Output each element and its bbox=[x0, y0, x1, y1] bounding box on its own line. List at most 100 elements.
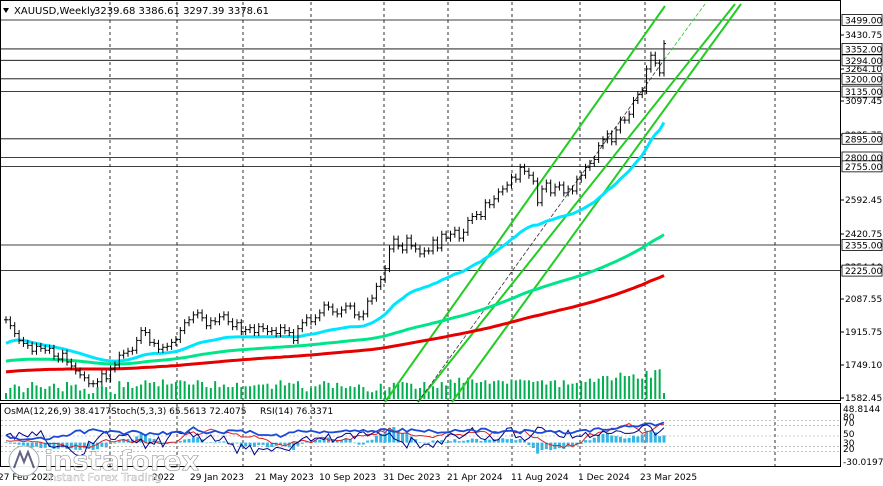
osma-bar-105 bbox=[462, 440, 466, 443]
level-label-box-7 bbox=[841, 160, 883, 173]
chart-menu-arrow-icon[interactable] bbox=[3, 8, 9, 13]
price-bar-142 bbox=[622, 116, 627, 124]
volume-bar-125 bbox=[549, 381, 552, 399]
osma-bar-41 bbox=[183, 439, 187, 443]
price-bar-31 bbox=[139, 327, 144, 344]
price-bar-98 bbox=[431, 236, 436, 255]
volume-bar-5 bbox=[26, 387, 29, 399]
price-bar-60 bbox=[265, 325, 270, 336]
price-bar-139 bbox=[609, 130, 614, 146]
volume-bar-102 bbox=[449, 379, 452, 399]
price-bar-23 bbox=[104, 370, 109, 383]
ema_cyan-line bbox=[5, 121, 666, 363]
volume-bar-143 bbox=[628, 376, 631, 399]
volume-bar-128 bbox=[562, 380, 565, 399]
osma-bar-33 bbox=[148, 438, 152, 443]
level-label-box-4 bbox=[841, 85, 883, 98]
osma-bar-16 bbox=[74, 442, 78, 450]
price-bar-13 bbox=[60, 349, 65, 363]
osma-bar-59 bbox=[261, 442, 265, 445]
level-label-box-5 bbox=[841, 132, 883, 145]
price-bar-131 bbox=[574, 175, 579, 195]
volume-bar-67 bbox=[296, 381, 299, 399]
price-bar-6 bbox=[30, 341, 35, 355]
level-label-4: 3135.00 bbox=[845, 88, 882, 98]
osma-bar-55 bbox=[244, 442, 248, 447]
price-bar-116 bbox=[509, 173, 514, 189]
volume-bar-0 bbox=[5, 393, 7, 399]
logo-tagline-text: Instant Forex Trading bbox=[46, 471, 162, 484]
price-bar-91 bbox=[400, 242, 405, 254]
price-bar-83 bbox=[365, 297, 370, 318]
volume-bar-107 bbox=[471, 379, 474, 399]
price-bar-0 bbox=[4, 316, 8, 324]
osma-bar-121 bbox=[531, 442, 535, 449]
volume-bar-29 bbox=[131, 387, 134, 399]
price-bar-15 bbox=[69, 358, 74, 370]
price-bar-107 bbox=[470, 212, 475, 224]
level-label-box-9 bbox=[841, 264, 883, 277]
volume-bar-82 bbox=[362, 387, 365, 399]
osma-bar-91 bbox=[401, 433, 405, 443]
volume-bar-60 bbox=[266, 383, 269, 399]
price-bar-45 bbox=[200, 309, 205, 322]
volume-bar-126 bbox=[554, 380, 557, 399]
volume-bar-137 bbox=[601, 376, 604, 399]
osma-bar-56 bbox=[248, 442, 252, 446]
osma-bar-84 bbox=[370, 439, 374, 443]
osma-bar-53 bbox=[235, 442, 239, 444]
osma-bar-32 bbox=[143, 433, 147, 443]
channel-projection-line bbox=[663, 3, 706, 61]
volume-bar-80 bbox=[353, 387, 356, 399]
volume-bar-10 bbox=[48, 386, 51, 399]
osc-axis-label-2: 70 bbox=[843, 419, 855, 429]
volume-bar-16 bbox=[74, 384, 77, 399]
price-tick-label-9: 1749.10 bbox=[845, 361, 882, 371]
price-bar-12 bbox=[56, 352, 61, 363]
osma-bar-57 bbox=[252, 442, 256, 447]
volume-bar-57 bbox=[253, 385, 256, 399]
osma-bar-138 bbox=[605, 433, 609, 443]
price-bar-73 bbox=[322, 301, 327, 317]
osma-bar-98 bbox=[431, 440, 435, 443]
price-bar-136 bbox=[596, 142, 601, 164]
price-bar-102 bbox=[448, 230, 453, 242]
price-tick-label-1: 3264.10 bbox=[845, 65, 882, 75]
volume-bar-78 bbox=[344, 387, 347, 399]
osc-axis-label-6: -30.0197 bbox=[843, 458, 883, 468]
channel-upper-line bbox=[384, 5, 666, 403]
volume-bar-20 bbox=[92, 393, 95, 399]
osma-bar-141 bbox=[618, 436, 622, 443]
osma-bar-120 bbox=[527, 442, 531, 445]
osma-bar-39 bbox=[174, 442, 178, 444]
osma-bar-27 bbox=[122, 438, 126, 443]
level-label-2: 3294.00 bbox=[845, 57, 882, 67]
volume-bar-121 bbox=[532, 382, 535, 399]
price-bar-127 bbox=[557, 181, 562, 191]
osma-bar-86 bbox=[379, 433, 383, 443]
volume-bar-123 bbox=[540, 380, 543, 399]
volume-bar-50 bbox=[222, 384, 225, 399]
volume-bar-49 bbox=[218, 387, 221, 399]
price-bar-123 bbox=[539, 185, 544, 207]
volume-bar-100 bbox=[440, 382, 443, 399]
osma-bar-111 bbox=[488, 439, 492, 443]
osma-bar-106 bbox=[466, 440, 470, 443]
volume-bar-48 bbox=[214, 381, 217, 399]
volume-bar-27 bbox=[122, 387, 125, 399]
price-bar-43 bbox=[191, 311, 196, 324]
osma-bar-145 bbox=[636, 436, 640, 443]
volume-bar-3 bbox=[18, 386, 21, 399]
osma-bar-85 bbox=[374, 435, 378, 443]
osma-bar-61 bbox=[270, 442, 274, 447]
volume-bar-87 bbox=[384, 390, 387, 399]
price-bar-54 bbox=[239, 319, 244, 336]
price-tick-label-7: 2087.55 bbox=[845, 295, 882, 305]
stoch-label: Stoch(5,3,3) 65.5613 72.4075 bbox=[111, 407, 246, 417]
level-label-box-3 bbox=[841, 72, 883, 85]
osma-bar-82 bbox=[361, 442, 365, 445]
volume-bar-25 bbox=[113, 393, 116, 399]
osma-bar-69 bbox=[305, 441, 309, 443]
volume-bar-15 bbox=[70, 385, 73, 399]
volume-bar-84 bbox=[371, 392, 374, 399]
